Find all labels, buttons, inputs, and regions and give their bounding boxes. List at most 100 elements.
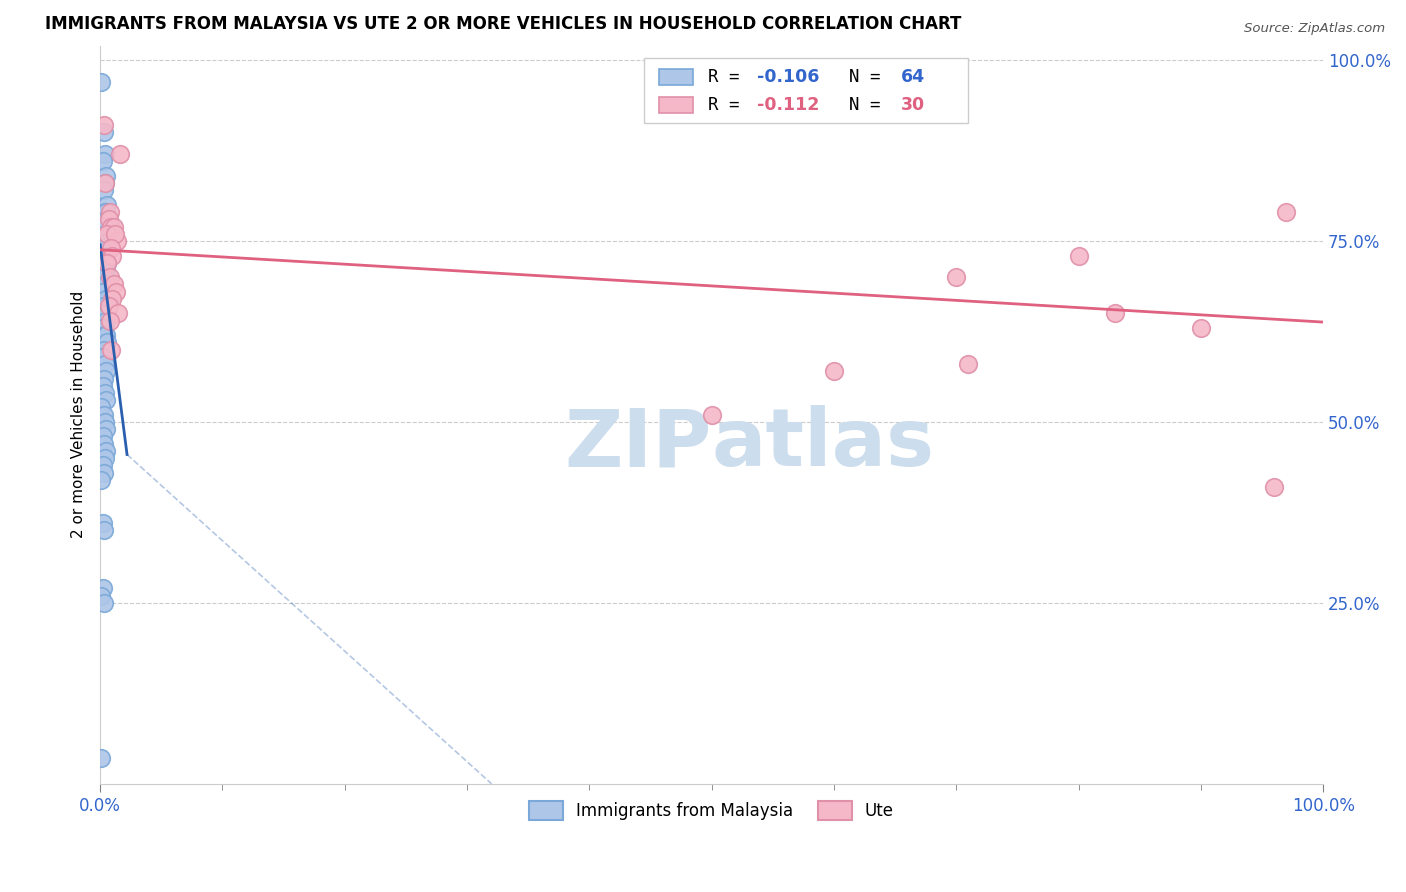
Point <box>94 263 117 277</box>
Point <box>94 176 117 190</box>
Point <box>93 371 115 385</box>
Point <box>96 256 118 270</box>
Y-axis label: 2 or more Vehicles in Household: 2 or more Vehicles in Household <box>72 291 86 539</box>
Point <box>1104 306 1126 320</box>
Point <box>93 299 115 313</box>
Point <box>90 751 112 765</box>
Point <box>93 321 115 335</box>
Point <box>91 429 114 443</box>
Text: R =: R = <box>709 68 749 86</box>
Text: -0.112: -0.112 <box>756 95 820 113</box>
Point <box>94 205 117 219</box>
Point <box>93 524 115 538</box>
Point <box>98 270 121 285</box>
Point <box>96 227 118 241</box>
Text: 30: 30 <box>901 95 925 113</box>
Point <box>96 306 118 320</box>
Text: IMMIGRANTS FROM MALAYSIA VS UTE 2 OR MORE VEHICLES IN HOUSEHOLD CORRELATION CHAR: IMMIGRANTS FROM MALAYSIA VS UTE 2 OR MOR… <box>45 15 962 33</box>
Text: N =: N = <box>828 95 891 113</box>
Text: N =: N = <box>828 68 891 86</box>
Point <box>101 248 124 262</box>
Point <box>91 458 114 473</box>
Point <box>103 277 125 292</box>
Point <box>91 350 114 364</box>
Point <box>91 154 114 169</box>
Legend: Immigrants from Malaysia, Ute: Immigrants from Malaysia, Ute <box>523 795 900 827</box>
Bar <box>659 69 693 85</box>
Text: Source: ZipAtlas.com: Source: ZipAtlas.com <box>1244 22 1385 36</box>
Point <box>94 248 117 262</box>
Point <box>96 313 118 327</box>
Point <box>96 422 118 436</box>
Point <box>93 408 115 422</box>
Point <box>94 386 117 401</box>
Point <box>98 313 121 327</box>
Point <box>700 408 723 422</box>
Point <box>94 147 117 161</box>
Point <box>957 357 980 371</box>
Text: -0.106: -0.106 <box>756 68 820 86</box>
Point <box>105 234 128 248</box>
Point <box>91 219 114 234</box>
Point <box>96 263 118 277</box>
Point <box>91 378 114 392</box>
Point <box>101 292 124 306</box>
Point <box>97 299 120 313</box>
Point <box>91 285 114 299</box>
Point <box>91 582 114 596</box>
Point <box>96 270 118 285</box>
Point <box>94 176 117 190</box>
Point <box>96 205 118 219</box>
Point <box>1067 248 1090 262</box>
Point <box>93 219 115 234</box>
Point <box>945 270 967 285</box>
Point <box>96 443 118 458</box>
Point <box>93 241 115 255</box>
Point <box>90 401 112 415</box>
Point <box>94 415 117 429</box>
Point <box>94 328 117 343</box>
Point <box>97 234 120 248</box>
Point <box>108 147 131 161</box>
Point <box>96 292 118 306</box>
Point <box>90 75 112 89</box>
Point <box>93 596 115 610</box>
Point <box>96 212 118 227</box>
Point <box>100 241 122 255</box>
Point <box>93 270 115 285</box>
Point <box>91 516 114 531</box>
Point <box>94 451 117 466</box>
Point <box>105 285 128 299</box>
Point <box>94 256 117 270</box>
Point <box>96 248 118 262</box>
Point <box>1263 480 1285 494</box>
Point <box>96 277 118 292</box>
Point <box>107 306 129 320</box>
Point <box>90 473 112 487</box>
Point <box>96 198 118 212</box>
Point <box>96 328 118 343</box>
Point <box>93 343 115 357</box>
Point <box>96 241 118 255</box>
Point <box>96 169 118 183</box>
Point <box>103 219 125 234</box>
Point <box>93 436 115 450</box>
Point <box>90 589 112 603</box>
Point <box>97 212 120 227</box>
Point <box>93 183 115 197</box>
Point <box>91 321 114 335</box>
Point <box>96 364 118 378</box>
Point <box>93 118 115 132</box>
Point <box>94 306 117 320</box>
Point <box>96 393 118 408</box>
Point <box>93 126 115 140</box>
Point <box>100 219 122 234</box>
Point <box>1189 321 1212 335</box>
Point <box>93 466 115 480</box>
Bar <box>659 96 693 112</box>
Point <box>96 227 118 241</box>
FancyBboxPatch shape <box>644 58 969 123</box>
Point <box>104 227 127 241</box>
Text: atlas: atlas <box>711 405 935 483</box>
Point <box>823 364 845 378</box>
